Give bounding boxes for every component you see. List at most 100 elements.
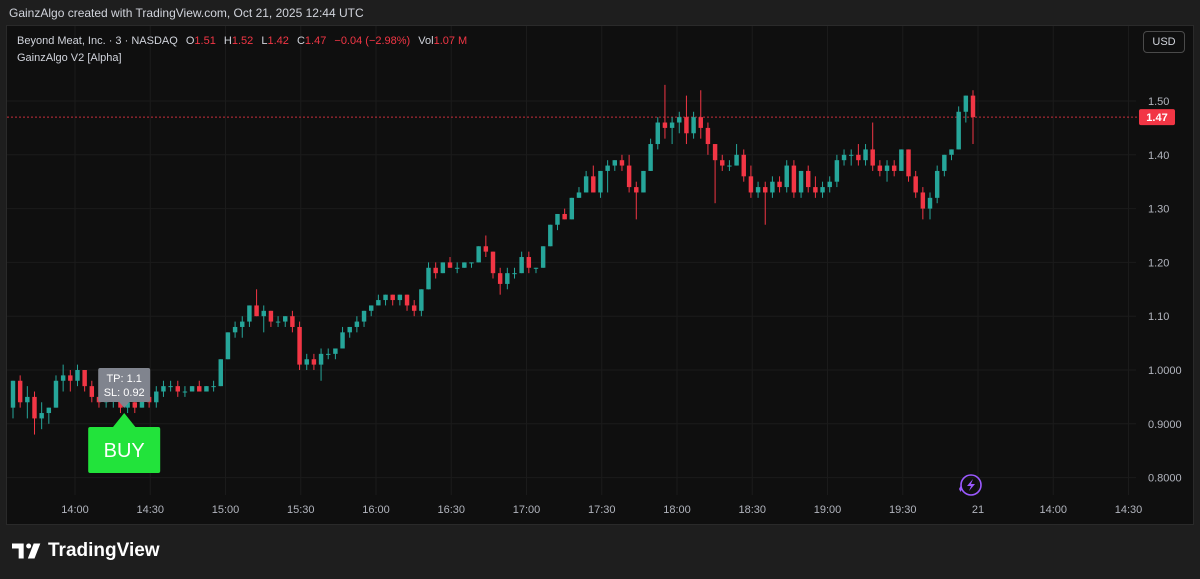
candle-down — [806, 165, 811, 193]
candle-body — [60, 375, 66, 381]
candle-body — [68, 375, 73, 381]
candle-down — [562, 208, 567, 220]
candle-body — [182, 391, 188, 393]
candle-up — [383, 294, 388, 306]
time-tick-label: 14:30 — [1115, 504, 1143, 516]
legend-low-label: L — [261, 35, 268, 47]
candle-body — [454, 267, 460, 269]
candle-body — [197, 386, 202, 392]
candle-body — [376, 300, 381, 306]
candle-down — [870, 122, 875, 171]
candle-down — [197, 380, 202, 392]
candle-body — [798, 170, 804, 193]
candle-body — [877, 165, 883, 171]
candle-down — [777, 176, 782, 193]
candle-up — [440, 262, 446, 274]
candle-up — [533, 267, 539, 274]
candle-body — [354, 321, 360, 327]
candle-body — [447, 262, 453, 268]
take-profit-label: TP: 1.1 — [106, 373, 141, 385]
candle-body — [626, 165, 632, 188]
candle-body — [562, 213, 567, 220]
candle-down — [32, 391, 37, 435]
candle-down — [748, 165, 754, 198]
candle-up — [555, 213, 560, 231]
last-price-value: 1.47 — [1146, 112, 1167, 124]
candle-body — [770, 181, 775, 193]
candle-up — [770, 176, 775, 198]
legend-high-label: H — [223, 35, 232, 47]
currency-button[interactable]: USD — [1143, 31, 1185, 53]
candle-body — [526, 257, 532, 268]
candle-body — [490, 251, 496, 274]
candle-body — [727, 165, 732, 167]
candle-body — [25, 396, 30, 403]
legend-high-value: 1.52 — [231, 35, 254, 47]
candle-up — [283, 316, 288, 327]
candle-down — [268, 310, 274, 327]
candle-up — [519, 251, 524, 274]
candle-up — [605, 160, 610, 193]
candle-body — [791, 165, 797, 193]
candle-body — [834, 160, 840, 182]
candle-up — [848, 149, 854, 166]
candle-down — [290, 310, 295, 333]
candle-body — [583, 176, 589, 193]
candle-body — [605, 165, 610, 171]
candle-body — [10, 380, 16, 408]
legend-symbol[interactable]: Beyond Meat, Inc. · 3 · NASDAQ — [17, 35, 178, 47]
buy-signal-label: BUY — [104, 440, 145, 462]
candle-down — [254, 289, 259, 317]
candle-body — [970, 95, 976, 118]
legend-indicator[interactable]: GainzAlgo V2 [Alpha] — [17, 52, 122, 64]
candle-up — [368, 305, 374, 317]
candle-up — [318, 348, 324, 381]
candle-down — [82, 370, 87, 392]
candle-body — [240, 321, 245, 327]
candle-up — [347, 326, 352, 338]
chart-frame[interactable] — [6, 25, 1194, 525]
price-axis: 1.50 1.40 1.30 1.20 1.10 1.0000 0.9000 0.8000 — [1148, 96, 1182, 485]
candle-up — [755, 181, 761, 198]
candle-up — [655, 117, 660, 150]
candle-up — [10, 380, 16, 419]
legend-close-value: 1.47 — [304, 35, 327, 47]
price-tick-label: 1.0000 — [1148, 365, 1182, 377]
candle-body — [669, 122, 675, 128]
candle-down — [626, 154, 632, 193]
candle-down — [404, 294, 410, 311]
candle-body — [46, 407, 52, 414]
candle-up — [469, 262, 474, 268]
candle-body — [612, 160, 618, 166]
candle-up — [798, 170, 804, 198]
candle-body — [734, 154, 739, 166]
candle-down — [390, 294, 395, 306]
candle-up — [963, 95, 969, 123]
price-tick-label: 1.40 — [1148, 150, 1169, 162]
candle-down — [920, 187, 926, 220]
candle-body — [254, 305, 259, 317]
candle-up — [454, 262, 460, 274]
candle-up — [397, 294, 403, 306]
candle-body — [368, 305, 374, 311]
candle-body — [404, 294, 410, 306]
candle-body — [813, 187, 818, 193]
candle-body — [906, 149, 911, 177]
candle-up — [934, 165, 940, 204]
candle-down — [763, 181, 768, 225]
candle-body — [934, 170, 940, 198]
time-tick-label: 17:30 — [588, 504, 616, 516]
candle-up — [784, 160, 789, 193]
candle-down — [720, 154, 725, 171]
candle-down — [698, 90, 703, 139]
candle-up — [734, 144, 739, 166]
candle-body — [497, 273, 503, 284]
time-tick-label: 16:30 — [437, 504, 465, 516]
candle-up — [942, 154, 947, 177]
candle-body — [512, 273, 517, 275]
candle-body — [483, 246, 489, 252]
time-tick-label: 15:00 — [212, 504, 240, 516]
candle-body — [89, 386, 95, 397]
candle-up — [863, 144, 868, 166]
